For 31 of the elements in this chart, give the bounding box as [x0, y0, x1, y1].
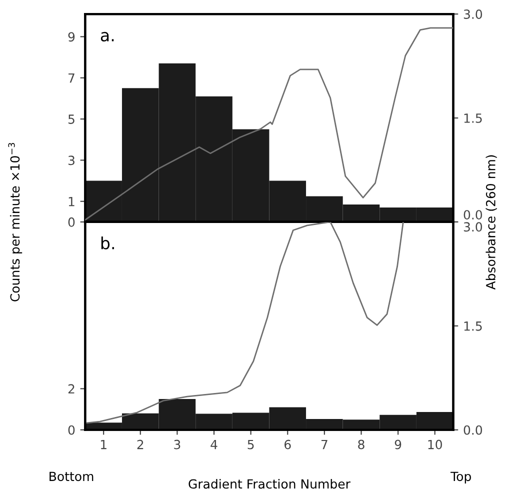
y-tick-label: 1	[68, 196, 74, 206]
text: Bottom	[50, 472, 94, 482]
y-tick-label: 0	[68, 425, 75, 435]
x-tick-label: 10	[428, 440, 442, 450]
x-tick-label: 9	[394, 440, 402, 450]
y2-axis-title: Absorbance (260 nm)	[486, 155, 497, 290]
x-tick-label: 1	[100, 440, 106, 450]
y2-tick-label: 3.0	[464, 10, 482, 19]
x-axis-title: Gradient Fraction Number	[188, 478, 350, 489]
y-tick-label: 2	[68, 384, 74, 394]
y2-tick-label: 0.0	[464, 210, 482, 220]
y2-tick-label: 1.5	[464, 322, 482, 331]
x-tick-label: 6	[284, 440, 291, 450]
y-tick-label: 7	[68, 73, 74, 83]
x-tick-label: 5	[248, 440, 254, 450]
y-tick-label: 3	[68, 156, 74, 166]
x-tick-label: 3	[174, 440, 180, 450]
annotation: a.	[100, 32, 114, 42]
y2-tick-label: 3.0	[464, 222, 482, 232]
annotation: b.	[101, 236, 114, 250]
x-tick-label: 8	[358, 440, 364, 450]
y-axis-title: Counts per minute ×10$^{−3}$	[8, 142, 22, 302]
text: Top	[450, 472, 471, 484]
y-tick-label: 0	[68, 217, 75, 227]
y2-tick-label: 1.5	[464, 114, 482, 123]
x-tick-label: 7	[321, 440, 328, 450]
y2-tick-label: 0.0	[464, 425, 482, 435]
y-tick-label: 5	[68, 114, 74, 124]
x-tick-label: 4	[210, 440, 218, 450]
x-tick-label: 2	[137, 440, 144, 450]
y-tick-label: 9	[68, 32, 75, 42]
